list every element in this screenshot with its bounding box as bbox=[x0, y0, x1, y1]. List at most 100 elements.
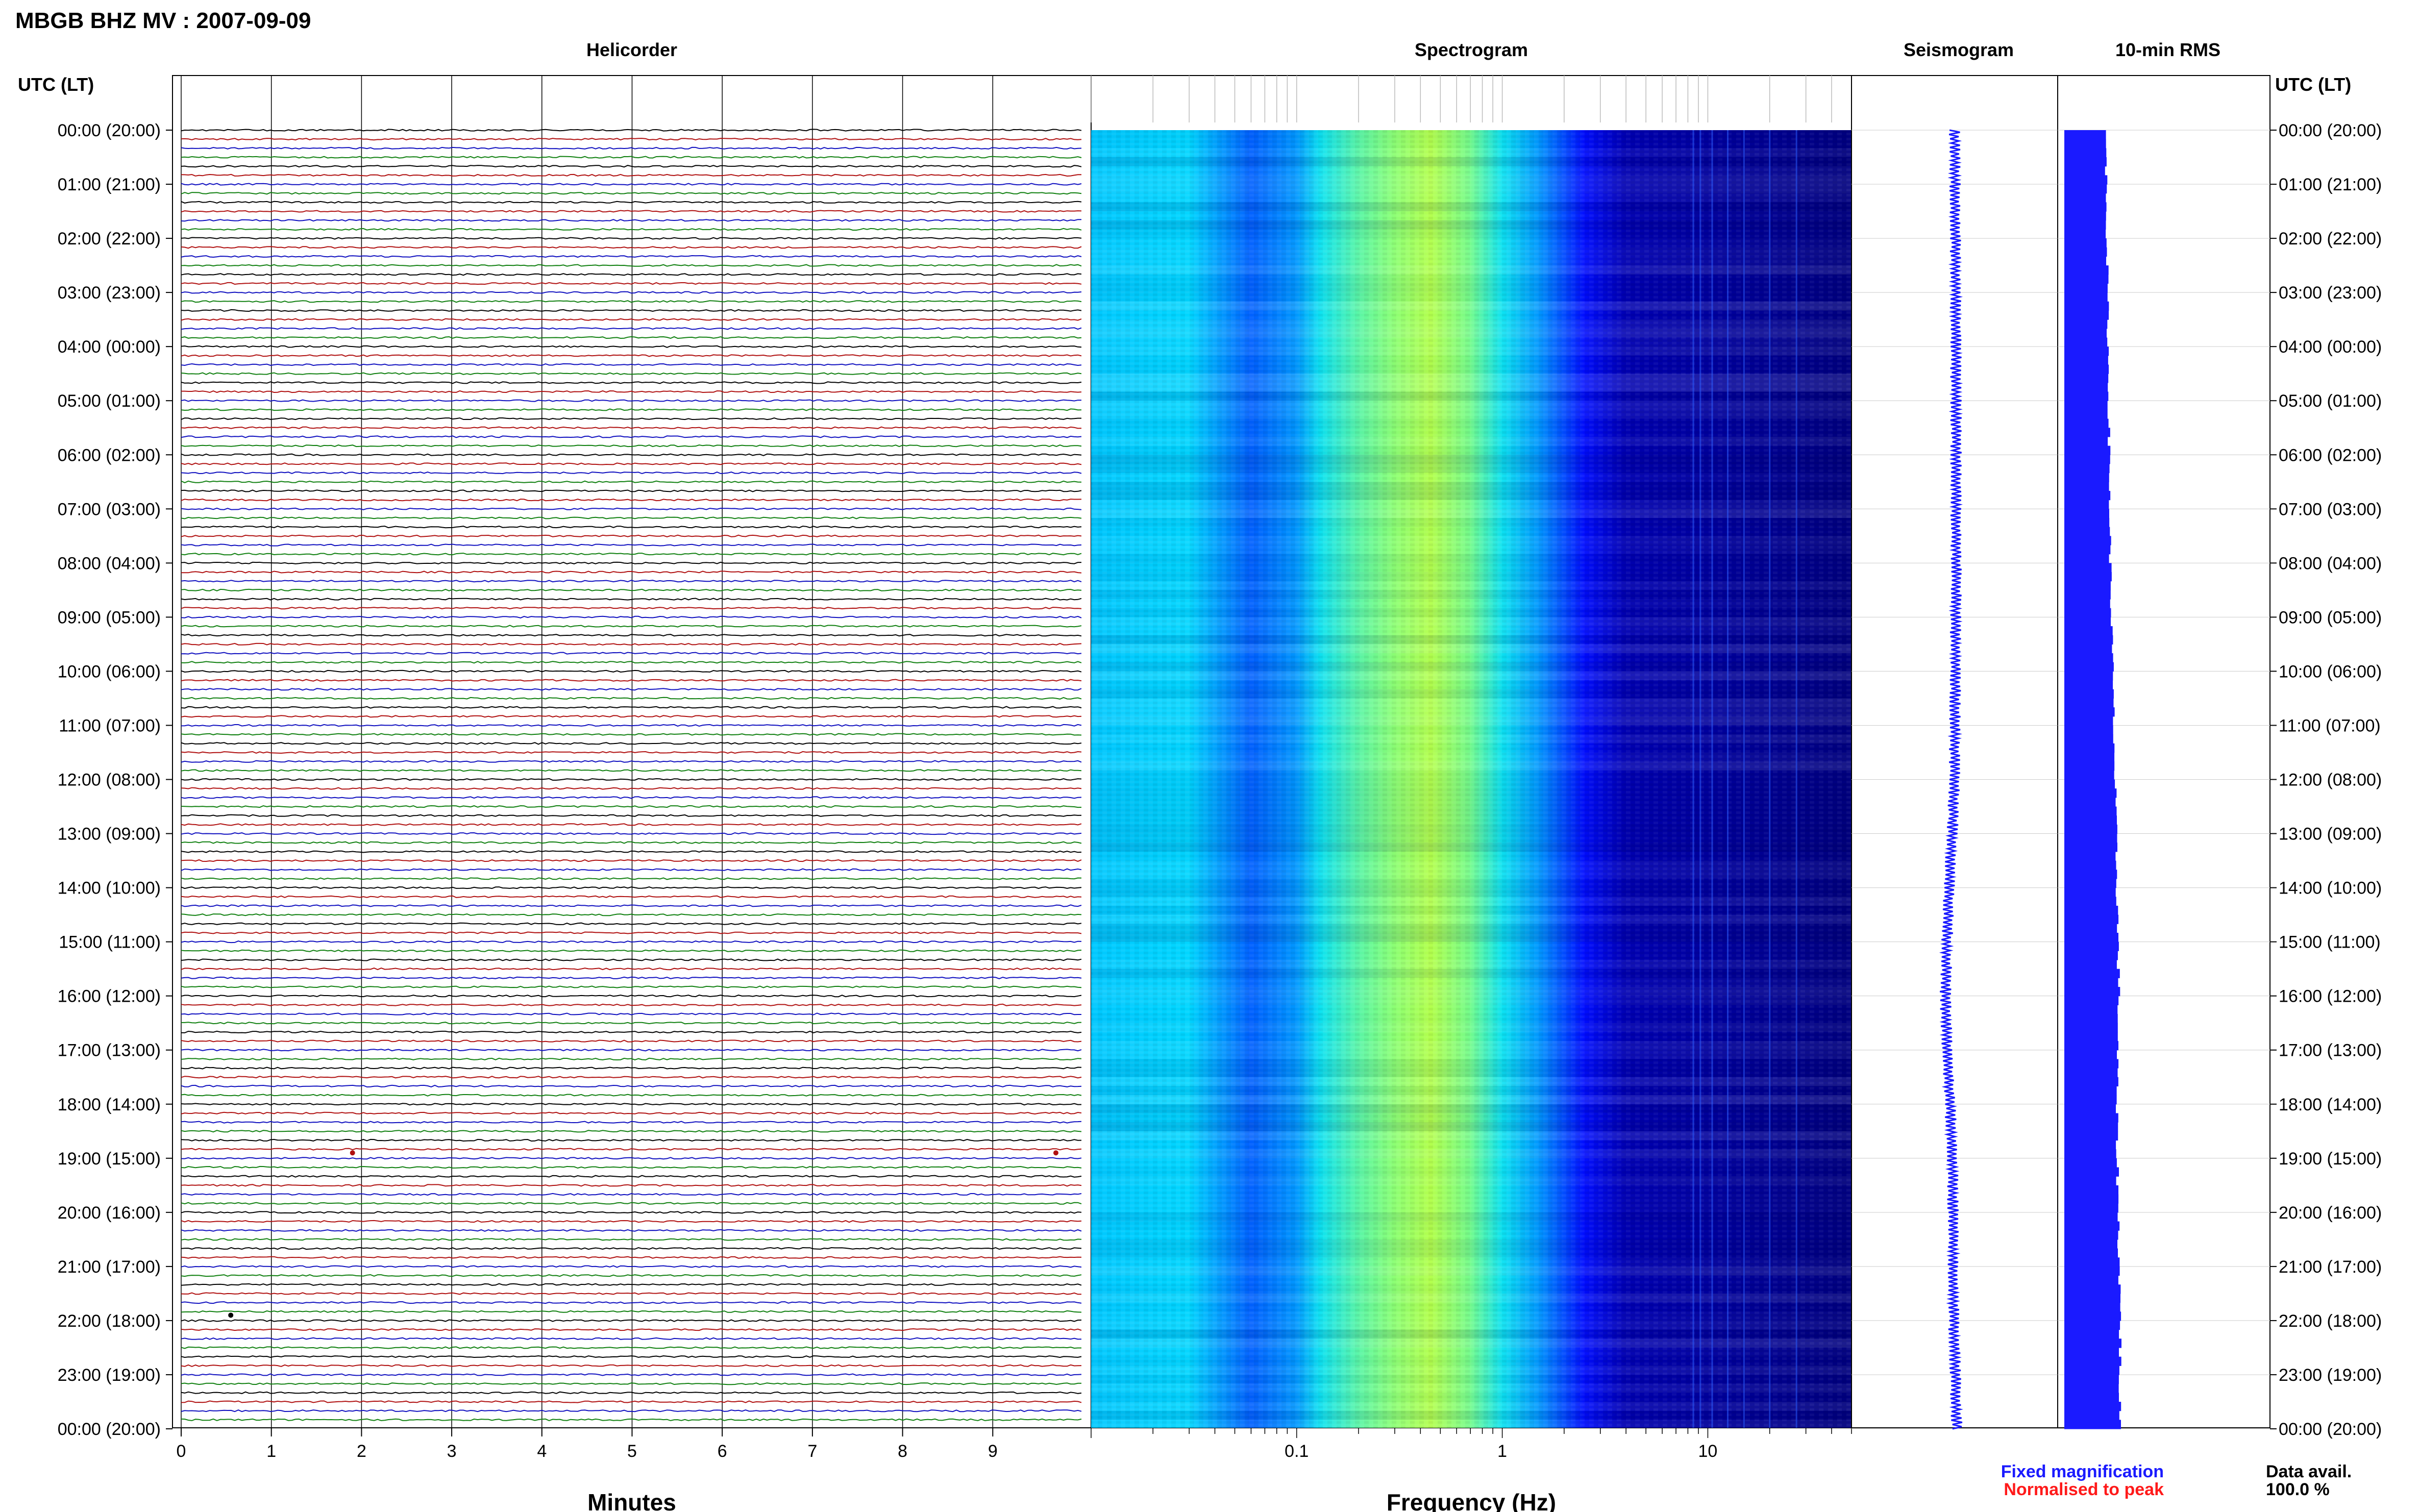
time-label-left: 15:00 (11:00) bbox=[59, 933, 161, 952]
rms-bar bbox=[2064, 581, 2111, 590]
spectrogram-row bbox=[1091, 707, 1852, 716]
helicorder-event bbox=[228, 1312, 234, 1318]
rms-bar bbox=[2064, 617, 2111, 627]
helicorder-trace bbox=[181, 354, 1082, 357]
spectrogram-row bbox=[1091, 463, 1852, 473]
spectrogram-row bbox=[1091, 1276, 1852, 1285]
figure-title: MBGB BHZ MV : 2007-09-09 bbox=[15, 8, 311, 33]
helicorder-trace bbox=[181, 814, 1082, 817]
helicorder-trace bbox=[181, 1328, 1082, 1331]
helicorder-trace bbox=[181, 201, 1082, 204]
time-label-left: 19:00 (15:00) bbox=[58, 1149, 161, 1169]
rms-bar bbox=[2064, 247, 2107, 257]
rms-bar bbox=[2064, 391, 2109, 401]
helicorder-trace bbox=[181, 1337, 1082, 1340]
rms-bar bbox=[2064, 1266, 2120, 1276]
time-label-right: 11:00 (07:00) bbox=[2279, 716, 2381, 735]
rms-bar bbox=[2064, 184, 2107, 194]
helicorder-trace bbox=[181, 1103, 1082, 1106]
helicorder-trace bbox=[181, 435, 1082, 438]
rms-bar bbox=[2064, 1320, 2120, 1330]
spectrogram-row bbox=[1091, 581, 1852, 590]
rms-bar bbox=[2064, 707, 2115, 717]
rms-bar bbox=[2064, 509, 2109, 518]
rms-bar bbox=[2064, 1032, 2118, 1042]
spectrogram-row bbox=[1091, 1005, 1852, 1014]
spectrogram-row bbox=[1091, 986, 1852, 996]
spectrogram-row bbox=[1091, 671, 1852, 681]
time-axis-labels: 00:00 (20:00) 00:00 (20:00) 01:00 (21:00) 0… bbox=[58, 121, 2382, 1439]
seismogram-panel bbox=[1851, 75, 2058, 1430]
rms-bar bbox=[2064, 1176, 2116, 1186]
rms-bar bbox=[2064, 554, 2109, 563]
helicorder-trace bbox=[181, 507, 1082, 510]
time-label-right: 04:00 (00:00) bbox=[2279, 337, 2382, 357]
rms-bar bbox=[2064, 364, 2109, 374]
spectrogram-row bbox=[1091, 211, 1852, 220]
helicorder-trace bbox=[181, 1274, 1082, 1277]
time-label-right: 01:00 (21:00) bbox=[2279, 175, 2382, 194]
time-label-right: 00:00 (20:00) bbox=[2279, 121, 2382, 140]
time-label-right: 05:00 (01:00) bbox=[2279, 391, 2382, 411]
spectrogram-row bbox=[1091, 1032, 1852, 1041]
spectrogram-row bbox=[1091, 536, 1852, 545]
spectrogram-row bbox=[1091, 959, 1852, 969]
spectrogram-row bbox=[1091, 870, 1852, 879]
spectrogram-row bbox=[1091, 996, 1852, 1005]
spectrogram-row bbox=[1091, 942, 1852, 951]
helicorder-trace bbox=[181, 1319, 1082, 1322]
data-avail-value: 100.0 % bbox=[2266, 1480, 2330, 1499]
rms-bar bbox=[2064, 905, 2118, 915]
rms-bar bbox=[2064, 1131, 2118, 1141]
seismogram-trace bbox=[1939, 129, 1963, 1430]
rms-bar bbox=[2064, 527, 2110, 536]
spectrogram-row bbox=[1091, 1122, 1852, 1131]
helicorder-trace bbox=[181, 787, 1082, 790]
rms-bar bbox=[2064, 274, 2109, 284]
rms-bar bbox=[2064, 887, 2116, 897]
spectrogram-row bbox=[1091, 202, 1852, 212]
helicorder-trace bbox=[181, 543, 1082, 547]
helicorder-trace bbox=[181, 156, 1082, 159]
rms-bar bbox=[2064, 1194, 2119, 1204]
spectrogram-row bbox=[1091, 482, 1852, 491]
rms-bar bbox=[2064, 139, 2106, 148]
rms-bar bbox=[2064, 175, 2108, 185]
rms-bar bbox=[2064, 779, 2115, 789]
spectrogram-row bbox=[1091, 563, 1852, 572]
spectrogram-row bbox=[1091, 1113, 1852, 1123]
helicorder-trace bbox=[181, 1346, 1081, 1349]
spectrogram-row bbox=[1091, 1284, 1852, 1294]
rms-bar bbox=[2064, 1059, 2119, 1069]
time-label-left: 01:00 (21:00) bbox=[58, 175, 161, 194]
helicorder-trace bbox=[181, 1049, 1082, 1052]
spectrogram-row bbox=[1091, 130, 1852, 139]
rms-bar bbox=[2064, 1284, 2121, 1294]
helicorder-trace bbox=[181, 1283, 1082, 1286]
time-label-right: 20:00 (16:00) bbox=[2279, 1203, 2382, 1223]
time-axis-header-left: UTC (LT) bbox=[18, 74, 94, 95]
helicorder-trace bbox=[181, 408, 1082, 411]
spectrogram-row bbox=[1091, 626, 1852, 635]
rms-bar bbox=[2064, 1293, 2120, 1303]
time-label-left: 03:00 (23:00) bbox=[58, 283, 161, 303]
spectrogram-row bbox=[1091, 734, 1852, 743]
spectrogram-row bbox=[1091, 761, 1852, 771]
spectrogram-row bbox=[1091, 292, 1852, 302]
rms-bar bbox=[2064, 824, 2117, 834]
helicorder-trace bbox=[181, 138, 1082, 141]
helicorder-trace bbox=[181, 246, 1082, 249]
spectrogram-row bbox=[1091, 545, 1852, 554]
rms-bar bbox=[2064, 319, 2108, 329]
rms-panel bbox=[2057, 75, 2270, 1429]
spectrogram-row bbox=[1091, 1131, 1852, 1141]
spectrogram-row bbox=[1091, 1410, 1852, 1420]
spectrogram-row bbox=[1091, 1383, 1852, 1393]
helicorder-trace bbox=[181, 904, 1082, 907]
spectrogram-row bbox=[1091, 256, 1852, 266]
spectrogram-row bbox=[1091, 852, 1852, 861]
helicorder-xtick-label: 9 bbox=[988, 1442, 998, 1461]
spectrogram-row bbox=[1091, 1014, 1852, 1023]
spectrogram-row bbox=[1091, 951, 1852, 960]
spectrogram-row bbox=[1091, 1149, 1852, 1158]
